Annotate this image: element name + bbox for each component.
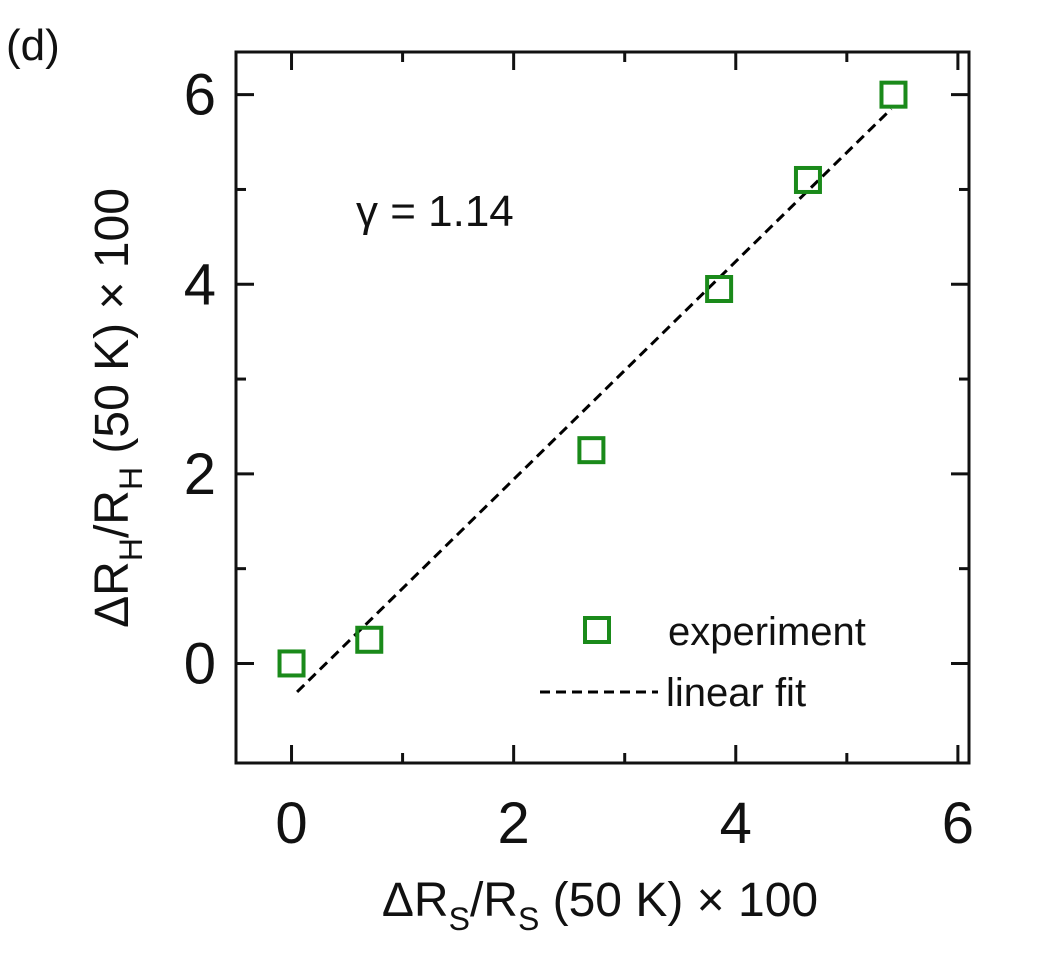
y-tick-label: 6: [184, 63, 216, 128]
panel-label: (d): [6, 21, 60, 70]
legend-label-fit: linear fit: [666, 671, 806, 715]
x-label-pre: ΔR: [382, 874, 449, 927]
x-axis-label: ΔRS/RS (50 K) × 100: [382, 874, 818, 937]
legend-label-experiment: experiment: [668, 610, 866, 654]
y-label-pre: ΔR: [86, 561, 139, 628]
points-layer: [277, 80, 908, 678]
tick-labels: 0 2 4 6 0 2 4 6: [184, 63, 974, 856]
data-point-experiment: [793, 165, 822, 194]
y-axis-label: ΔRH/RH (50 K) × 100: [86, 188, 149, 628]
x-tick-label: 6: [942, 791, 974, 856]
data-point-experiment: [577, 436, 606, 465]
data-point-experiment: [277, 649, 306, 678]
data-point-experiment: [879, 80, 908, 109]
y-tick-label: 0: [184, 631, 216, 696]
data-point-experiment: [355, 625, 384, 654]
legend: experiment linear fit: [540, 610, 866, 715]
y-label-mid: /R: [86, 490, 139, 538]
fit-line: [296, 107, 893, 693]
fit-layer: [296, 107, 893, 693]
y-tick-label: 2: [184, 442, 216, 507]
gamma-annotation: γ = 1.14: [356, 187, 514, 236]
x-label-post: (50 K) × 100: [539, 874, 818, 927]
x-tick-label: 2: [498, 791, 530, 856]
legend-marker-experiment: [583, 616, 611, 644]
x-label-sub2: S: [518, 901, 539, 937]
plot-frame: [234, 50, 971, 765]
x-tick-label: 4: [720, 791, 752, 856]
axis-ticks: [236, 52, 969, 763]
y-tick-label: 4: [184, 252, 216, 317]
y-label-sub1: H: [113, 538, 149, 561]
y-label-sub2: H: [113, 467, 149, 490]
x-tick-label: 0: [275, 791, 307, 856]
x-label-mid: /R: [470, 874, 518, 927]
x-label-sub1: S: [449, 901, 470, 937]
data-point-experiment: [705, 275, 734, 303]
y-label-post: (50 K) × 100: [86, 188, 139, 467]
